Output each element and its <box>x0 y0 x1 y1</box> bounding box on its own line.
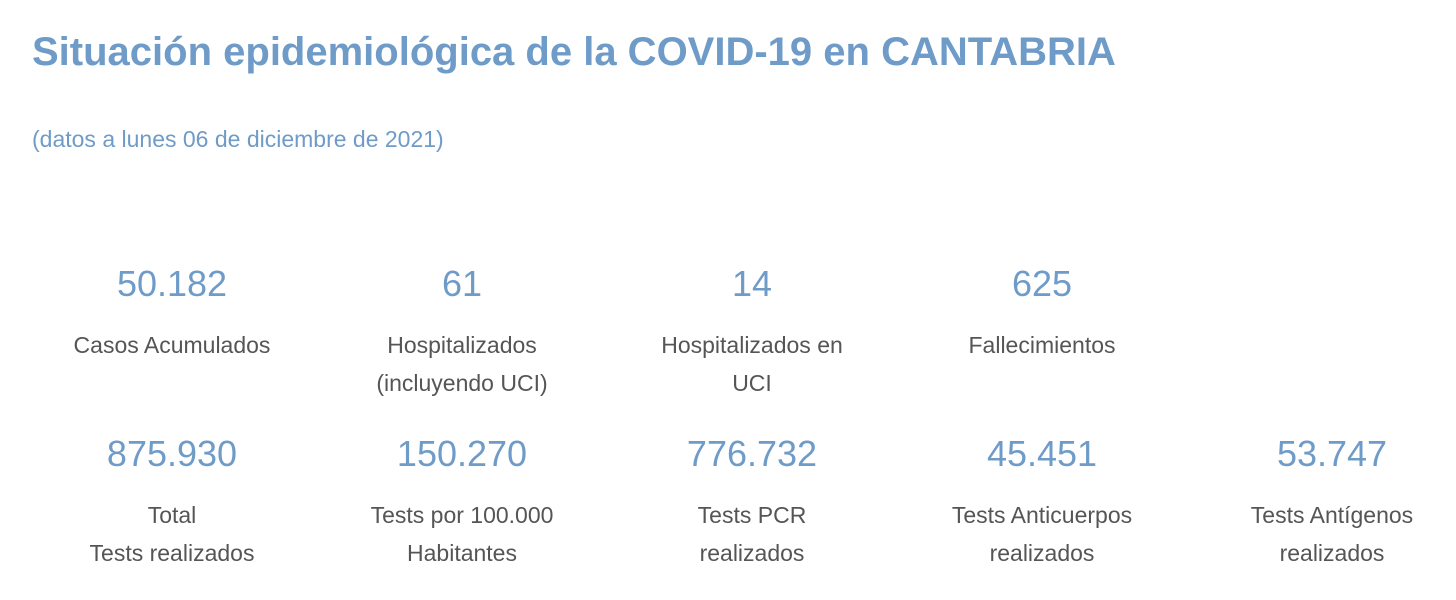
stat-fallecimientos: 625 Fallecimientos <box>912 264 1172 364</box>
stat-label-line: Hospitalizados <box>387 332 537 358</box>
stat-label-line: Tests Anticuerpos <box>951 502 1133 528</box>
stat-label-line: (incluyendo UCI) <box>376 370 548 396</box>
stat-label-line: Tests realizados <box>89 540 255 566</box>
stat-total-tests: 875.930 Total Tests realizados <box>42 434 302 572</box>
stat-label: Tests Antígenos realizados <box>1194 496 1456 572</box>
stat-label-line: Tests PCR <box>697 502 807 528</box>
stat-label: Tests Anticuerpos realizados <box>912 496 1172 572</box>
stat-label: Tests PCR realizados <box>622 496 882 572</box>
stat-label-line: Hospitalizados en <box>661 332 843 358</box>
stat-label-line: Fallecimientos <box>968 332 1116 358</box>
stat-label-line: Habitantes <box>407 540 517 566</box>
page-title: Situación epidemiológica de la COVID-19 … <box>32 30 1116 74</box>
stat-tests-anticuerpos: 45.451 Tests Anticuerpos realizados <box>912 434 1172 572</box>
stat-label: Tests por 100.000 Habitantes <box>332 496 592 572</box>
stat-value: 53.747 <box>1276 433 1388 474</box>
stat-label-line: Tests Antígenos <box>1250 502 1414 528</box>
stat-label: Fallecimientos <box>912 326 1172 364</box>
stat-tests-pcr: 776.732 Tests PCR realizados <box>622 434 882 572</box>
stat-value: 61 <box>441 263 483 304</box>
stat-value: 625 <box>1011 263 1073 304</box>
stat-label-line: UCI <box>732 370 772 396</box>
stat-value: 776.732 <box>686 433 818 474</box>
stat-tests-por-100000: 150.270 Tests por 100.000 Habitantes <box>332 434 592 572</box>
stat-hospitalizados-uci: 14 Hospitalizados en UCI <box>622 264 882 402</box>
data-date-note: (datos a lunes 06 de diciembre de 2021) <box>32 126 444 152</box>
stat-hospitalizados: 61 Hospitalizados (incluyendo UCI) <box>332 264 592 402</box>
stat-label-line: Total <box>147 502 197 528</box>
stat-value: 875.930 <box>106 433 238 474</box>
stat-value: 14 <box>731 263 773 304</box>
stat-value: 150.270 <box>396 433 528 474</box>
stat-label: Casos Acumulados <box>42 326 302 364</box>
stat-label-line: Tests por 100.000 <box>370 502 554 528</box>
stat-value: 50.182 <box>116 263 228 304</box>
stat-value: 45.451 <box>986 433 1098 474</box>
stat-label-line: realizados <box>699 540 805 566</box>
stat-label: Hospitalizados en UCI <box>622 326 882 402</box>
stat-label-line: Casos Acumulados <box>73 332 271 358</box>
stat-label: Total Tests realizados <box>42 496 302 572</box>
stat-label-line: realizados <box>989 540 1095 566</box>
stat-label-line: realizados <box>1279 540 1385 566</box>
stat-casos-acumulados: 50.182 Casos Acumulados <box>42 264 302 364</box>
stat-label: Hospitalizados (incluyendo UCI) <box>332 326 592 402</box>
stat-tests-antigenos: 53.747 Tests Antígenos realizados <box>1194 434 1456 572</box>
